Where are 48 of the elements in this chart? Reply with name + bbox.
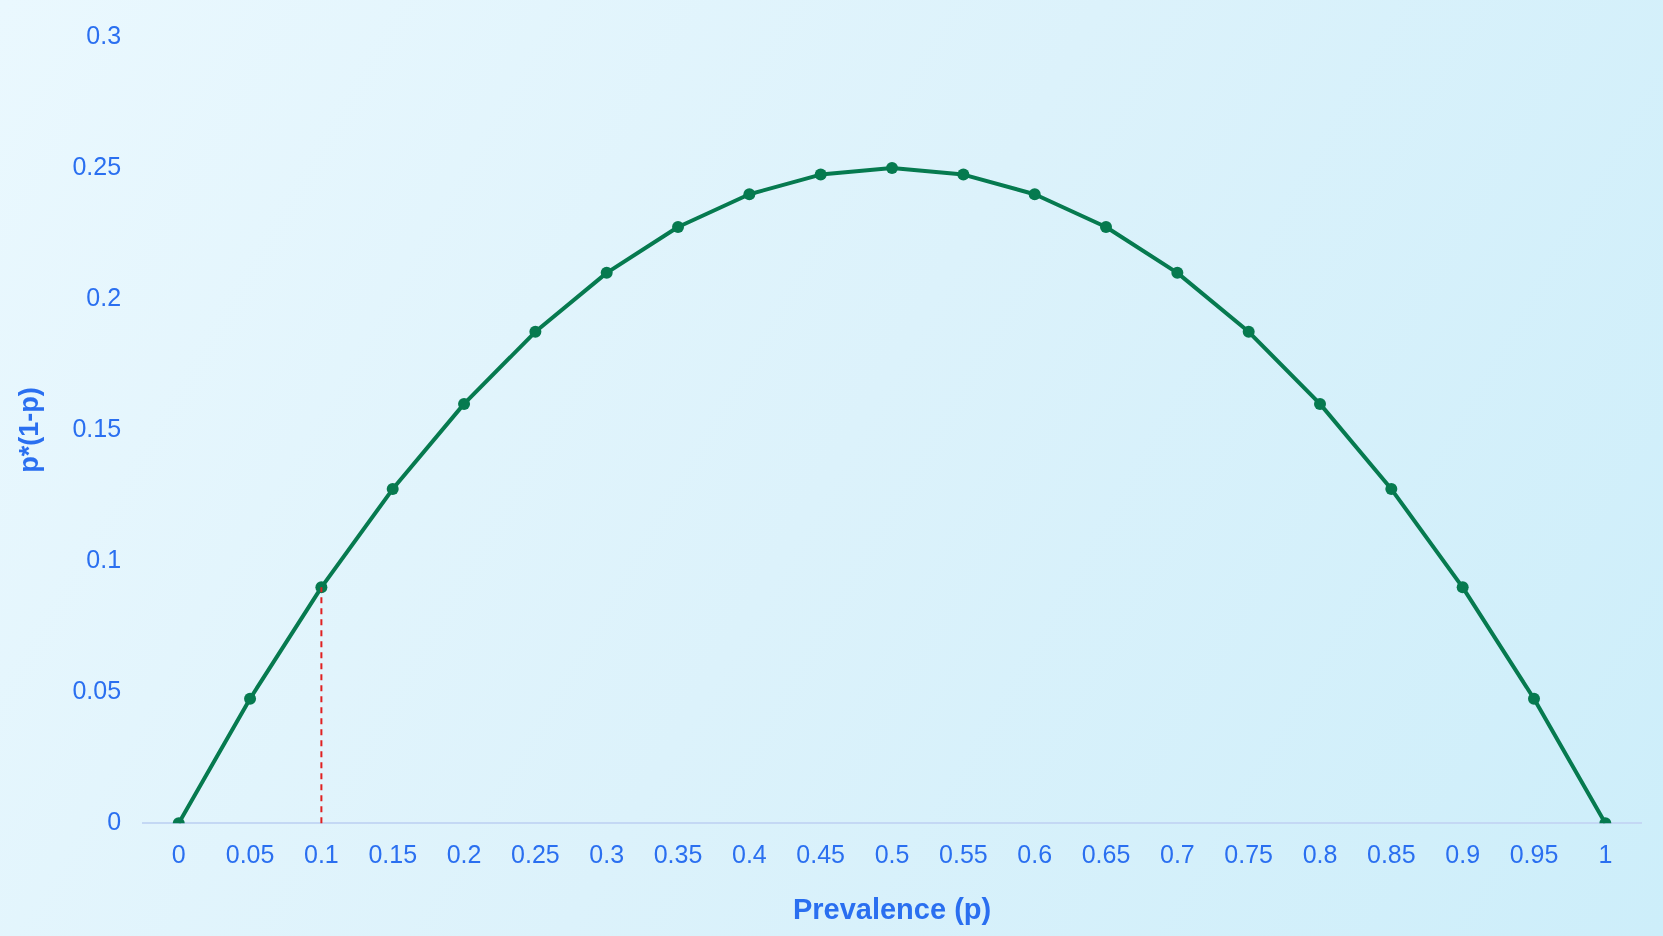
x-tick-label: 0.45 — [796, 840, 846, 869]
point — [814, 168, 827, 181]
point — [743, 188, 756, 201]
point — [458, 397, 471, 410]
y-tick-label: 0.1 — [86, 545, 122, 574]
x-tick-label: 0.8 — [1302, 840, 1338, 869]
point — [386, 483, 399, 496]
x-tick-label: 0.85 — [1367, 840, 1416, 869]
x-tick-label: 0.3 — [589, 840, 625, 869]
point — [1528, 692, 1540, 705]
y-tick-label: 0.3 — [86, 20, 122, 49]
x-tick-label: 0.65 — [1081, 840, 1131, 869]
x-tick-label: 0.9 — [1445, 840, 1481, 869]
y-tick-label: 0.25 — [72, 151, 122, 180]
x-tick-label: 0.35 — [653, 840, 703, 869]
x-tick-label: 0.1 — [304, 840, 339, 869]
y-axis-title: p*(1-p) — [13, 387, 44, 473]
point — [886, 162, 899, 175]
x-tick-label: 0.7 — [1159, 840, 1195, 869]
x-tick-label: 0.55 — [939, 840, 988, 869]
point — [1171, 266, 1184, 279]
point — [672, 221, 685, 233]
x-tick-label: 0.75 — [1224, 840, 1274, 869]
point — [1028, 188, 1041, 201]
y-tick-label: 0.2 — [86, 282, 122, 311]
x-axis-title: Prevalence (p) — [792, 892, 992, 925]
x-tick-label: 0.05 — [225, 840, 275, 869]
point — [1456, 581, 1469, 594]
x-tick-label: 0.15 — [368, 840, 418, 869]
point — [1385, 483, 1398, 496]
point — [244, 692, 257, 705]
x-tick-label: 0.2 — [446, 840, 482, 869]
point — [529, 325, 542, 338]
x-tick-label: 0.4 — [731, 840, 767, 869]
point — [600, 266, 613, 279]
x-tick-label: 1 — [1598, 840, 1613, 869]
x-tick-label: 0.95 — [1509, 840, 1559, 869]
x-tick-label: 0.25 — [511, 840, 560, 869]
y-tick-label: 0.05 — [72, 676, 122, 705]
y-tick-label: 0 — [107, 807, 122, 836]
point — [1100, 221, 1113, 233]
y-tick-label: 0.15 — [72, 413, 122, 442]
x-tick-label: 0.5 — [874, 840, 910, 869]
x-tick-label: 0.6 — [1017, 840, 1053, 869]
point — [957, 168, 970, 181]
x-tick-label: 0 — [171, 840, 186, 869]
point — [1314, 397, 1327, 410]
point — [1242, 325, 1255, 338]
